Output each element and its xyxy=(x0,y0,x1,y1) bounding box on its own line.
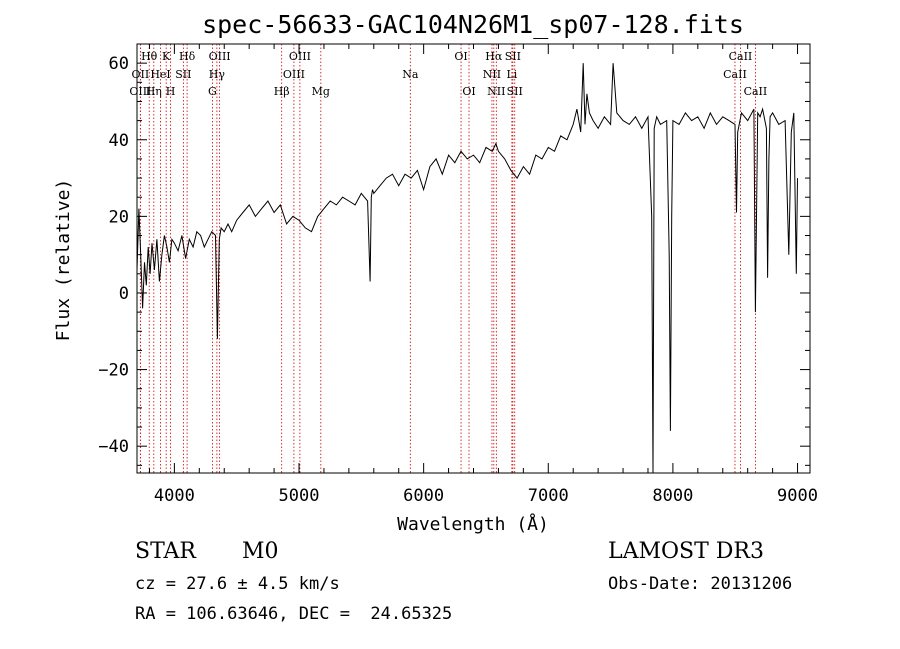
y-tick-label: 60 xyxy=(109,54,129,74)
obs-date: Obs-Date: 20131206 xyxy=(608,574,793,594)
spectral-line-label: G xyxy=(208,85,217,98)
x-tick-label: 7000 xyxy=(528,486,569,506)
redshift-text: cz = 27.6 ± 4.5 km/s xyxy=(135,574,340,594)
spectral-line-label: Hα xyxy=(485,50,503,63)
y-tick-label: 0 xyxy=(119,284,129,304)
spectral-line-label: OIII xyxy=(289,50,311,63)
object-subclass: M0 xyxy=(242,539,279,564)
y-tick-label: −40 xyxy=(98,437,129,457)
spectral-line-label: Hγ xyxy=(209,68,226,81)
object-class: STAR xyxy=(135,539,196,564)
spectral-line-label: Hη xyxy=(146,85,162,98)
chart-title: spec-56633-GAC104N26M1_sp07-128.fits xyxy=(202,10,744,39)
spectral-line-label: CaII xyxy=(744,85,768,98)
spectral-line-label: CaII xyxy=(729,50,753,63)
spectral-line-label: OI xyxy=(454,50,467,63)
spectral-line-label: OIII xyxy=(209,50,231,63)
spectral-line-label: OIII xyxy=(283,68,305,81)
spectral-line-markers xyxy=(139,44,756,473)
y-tick-label: 20 xyxy=(109,207,129,227)
x-tick-label: 9000 xyxy=(777,486,818,506)
spectral-line-label: SII xyxy=(507,85,523,98)
x-axis-label: Wavelength (Å) xyxy=(397,513,549,535)
spectrum-line xyxy=(136,63,798,474)
spectral-line-label: CaII xyxy=(723,68,747,81)
plot-frame xyxy=(136,43,811,474)
y-tick-label: 40 xyxy=(109,131,129,151)
spectral-line-labels: Hθ OII OIII K HeI Hη H SII Hδ OIII Hγ G Hβ OIII OIII Mg… xyxy=(129,50,767,98)
spectral-line-label: Na xyxy=(402,68,419,81)
x-tick-label: 8000 xyxy=(652,486,693,506)
x-tick-label: 6000 xyxy=(403,486,444,506)
spectral-line-label: HeI xyxy=(150,68,170,81)
coordinates: RA = 106.63646, DEC = 24.65325 xyxy=(135,604,453,624)
spectral-line-label: Li xyxy=(506,68,517,81)
spectral-line-label: Hθ xyxy=(141,50,158,63)
spectral-line-label: K xyxy=(162,50,171,63)
spectral-line-label: Mg xyxy=(312,85,330,98)
spectral-line-label: OIII xyxy=(129,85,151,98)
spectral-line-label: Hδ xyxy=(179,50,196,63)
spectral-line-label: Hβ xyxy=(274,85,290,98)
spectrum-series xyxy=(136,63,798,474)
spectral-line-label: SII xyxy=(505,50,521,63)
spectral-line-label: SII xyxy=(175,68,191,81)
y-axis-label: Flux (relative) xyxy=(53,179,74,342)
spectral-line-label: H xyxy=(166,85,176,98)
spectral-line-label: OII xyxy=(132,68,150,81)
spectral-line-label: NII xyxy=(487,85,505,98)
survey-name: LAMOST DR3 xyxy=(608,539,764,564)
spectral-line-label: OI xyxy=(462,85,475,98)
x-tick-label: 5000 xyxy=(279,486,320,506)
x-tick-label: 4000 xyxy=(154,486,195,506)
x-axis: 4000 5000 6000 7000 8000 9000 xyxy=(148,44,818,506)
y-axis: −40 −20 0 20 40 60 xyxy=(98,43,810,466)
spectral-line-label: NII xyxy=(483,68,501,81)
y-tick-label: −20 xyxy=(98,361,129,381)
